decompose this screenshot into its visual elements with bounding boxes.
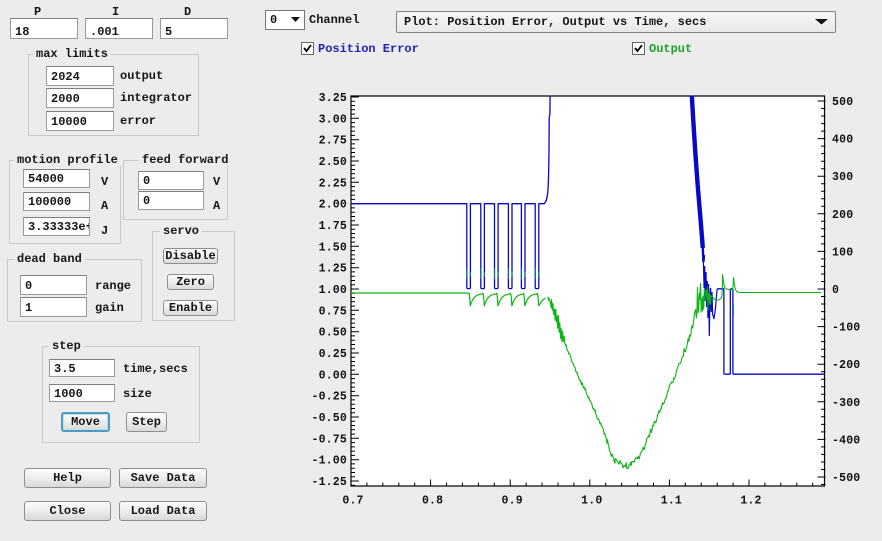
svg-text:-0.25: -0.25	[311, 391, 347, 404]
svg-text:0: 0	[832, 284, 839, 297]
svg-text:1.0: 1.0	[581, 495, 602, 508]
svg-text:0.75: 0.75	[319, 305, 347, 318]
svg-text:0.00: 0.00	[319, 369, 347, 382]
svg-text:2.75: 2.75	[319, 135, 347, 148]
svg-text:-500: -500	[832, 472, 860, 485]
svg-text:-200: -200	[832, 359, 860, 372]
svg-text:0.7: 0.7	[342, 495, 363, 508]
svg-text:1.25: 1.25	[319, 263, 347, 276]
svg-text:-400: -400	[832, 434, 860, 447]
svg-text:2.00: 2.00	[319, 199, 347, 212]
svg-text:200: 200	[832, 209, 853, 222]
svg-text:2.25: 2.25	[319, 177, 347, 190]
svg-text:-1.25: -1.25	[311, 476, 347, 489]
svg-text:0.50: 0.50	[319, 327, 347, 340]
svg-text:1.2: 1.2	[740, 495, 761, 508]
svg-text:-1.00: -1.00	[311, 455, 347, 468]
svg-text:500: 500	[832, 96, 853, 109]
svg-text:-0.50: -0.50	[311, 412, 347, 425]
svg-text:1.1: 1.1	[661, 495, 682, 508]
svg-text:3.00: 3.00	[319, 113, 347, 126]
svg-text:0.8: 0.8	[422, 495, 443, 508]
svg-text:-100: -100	[832, 322, 860, 335]
svg-text:0.9: 0.9	[502, 495, 523, 508]
svg-text:1.75: 1.75	[319, 220, 347, 233]
svg-text:1.00: 1.00	[319, 284, 347, 297]
svg-text:-300: -300	[832, 397, 860, 410]
svg-text:2.50: 2.50	[319, 156, 347, 169]
svg-text:300: 300	[832, 171, 853, 184]
svg-text:100: 100	[832, 246, 853, 259]
svg-text:400: 400	[832, 134, 853, 147]
svg-text:1.50: 1.50	[319, 241, 347, 254]
svg-text:0.25: 0.25	[319, 348, 347, 361]
svg-text:-0.75: -0.75	[311, 433, 347, 446]
svg-text:3.25: 3.25	[319, 92, 347, 105]
